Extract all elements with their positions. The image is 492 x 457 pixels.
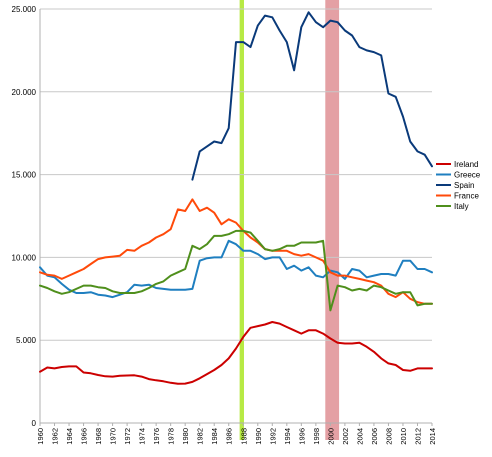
highlight-bands — [239, 0, 340, 440]
x-tick-label: 2000 — [326, 428, 335, 445]
x-tick-label: 1980 — [181, 428, 190, 445]
series-line-spain — [191, 11, 433, 181]
x-tick-label: 1976 — [152, 428, 161, 445]
x-tick-label: 1962 — [51, 428, 60, 445]
x-tick-label: 1992 — [268, 428, 277, 445]
highlight-band-1 — [325, 0, 340, 440]
x-tick-label: 1996 — [297, 428, 306, 445]
x-tick-label: 1998 — [312, 428, 321, 445]
highlight-band-0 — [239, 0, 244, 440]
y-tick-label: 25.000 — [12, 5, 37, 14]
legend-label-france: France — [454, 192, 479, 201]
axes: 0 5.000 10.000 15.000 20.000 25.000 1960 1962 19… — [12, 5, 437, 445]
x-tick-label: 2004 — [355, 428, 364, 445]
x-tick-label: 1990 — [254, 428, 263, 445]
x-tick-label: 2008 — [384, 428, 393, 445]
x-tick-label: 1970 — [109, 428, 118, 445]
x-tick-label: 1978 — [167, 428, 176, 445]
x-tick-label: 2012 — [413, 428, 422, 445]
x-tick-label: 2014 — [428, 428, 437, 445]
legend-label-spain: Spain — [454, 181, 474, 190]
series-lines — [39, 11, 433, 385]
x-tick-label: 1982 — [196, 428, 205, 445]
x-tick-label: 1986 — [225, 428, 234, 445]
legend-label-greece: Greece — [454, 171, 481, 180]
legend-label-italy: Italy — [454, 202, 469, 211]
x-tick-label: 1968 — [94, 428, 103, 445]
x-tick-label: 2002 — [341, 428, 350, 445]
x-tick-label: 1964 — [65, 428, 74, 445]
series-line-ireland — [39, 321, 433, 385]
series-line-greece — [39, 239, 433, 299]
y-tick-label: 15.000 — [12, 171, 37, 180]
x-tick-label: 1960 — [36, 428, 45, 445]
gridlines — [40, 8, 432, 424]
x-tick-label: 1988 — [239, 428, 248, 445]
y-tick-label: 10.000 — [12, 253, 37, 262]
x-tick-label: 1966 — [80, 428, 89, 445]
y-tick-label: 5.000 — [16, 336, 37, 345]
y-tick-label: 20.000 — [12, 88, 37, 97]
x-tick-label: 2006 — [370, 428, 379, 445]
x-tick-label: 1972 — [123, 428, 132, 445]
x-tick-label: 1984 — [210, 428, 219, 445]
legend-label-ireland: Ireland — [454, 160, 478, 169]
series-line-france — [39, 198, 433, 305]
x-tick-label: 1974 — [138, 428, 147, 445]
series-line-italy — [39, 229, 433, 312]
y-tick-label: 0 — [32, 419, 37, 428]
x-tick-label: 1994 — [283, 428, 292, 445]
x-tick-label: 2010 — [399, 428, 408, 445]
